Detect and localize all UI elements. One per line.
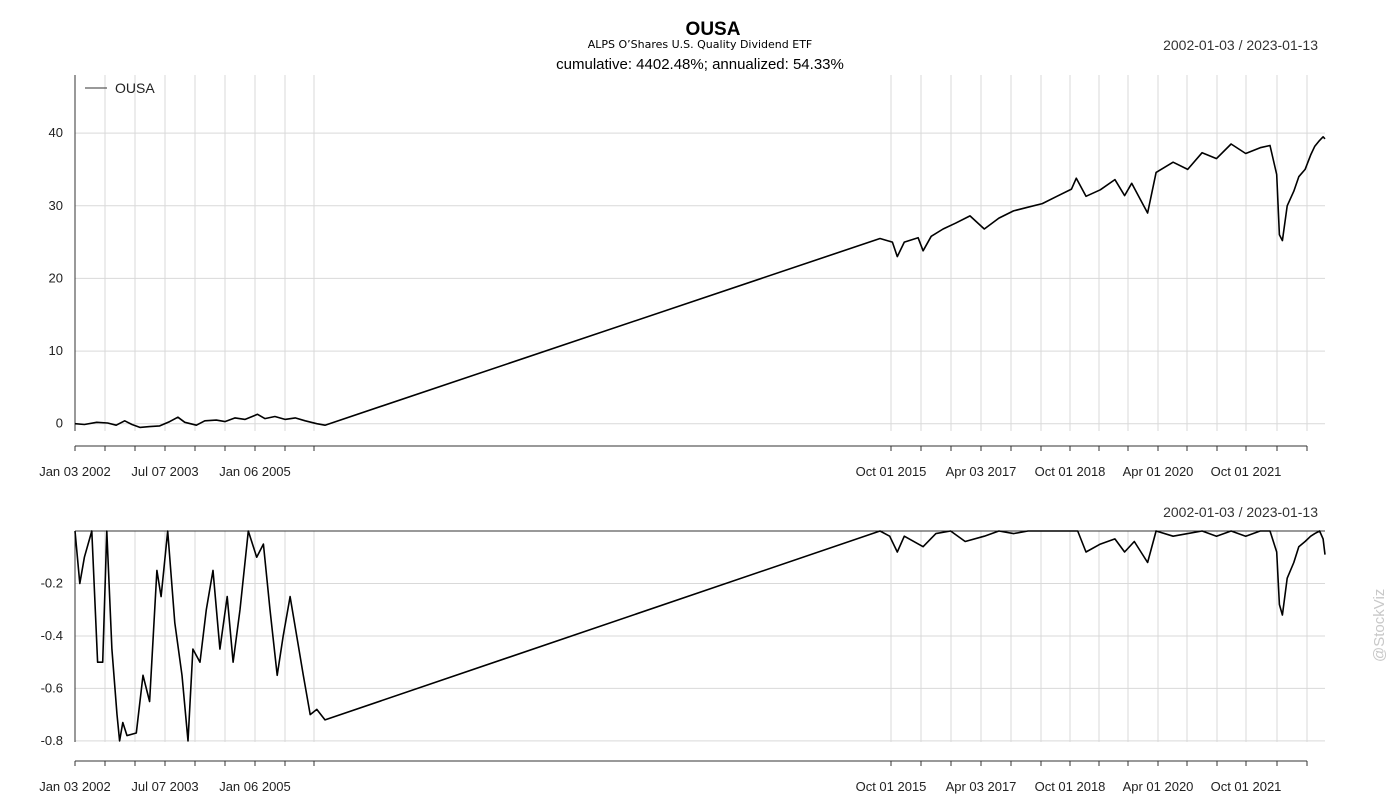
series-line — [74, 136, 1326, 429]
bottom-date-range: 2002-01-03 / 2023-01-13 — [1163, 504, 1318, 520]
x-tick-label: Jan 06 2005 — [219, 779, 291, 794]
x-tick-label: Oct 01 2018 — [1035, 464, 1106, 479]
price-panel: 0 10 20 30 40 Jan 03 2002 Jul 07 2003 Jan 06 20… — [39, 75, 1326, 479]
x-tick-label: Oct 01 2015 — [856, 464, 927, 479]
legend-label: OUSA — [115, 80, 155, 96]
x-tick-label: Oct 01 2021 — [1211, 464, 1282, 479]
performance-summary: cumulative: 4402.48%; annualized: 54.33% — [556, 56, 844, 73]
x-tick-label: Apr 01 2020 — [1123, 464, 1194, 479]
y-tick-label: 0 — [56, 416, 63, 431]
y-tick-label: -0.8 — [41, 733, 63, 748]
chart-title: OUSA — [686, 19, 741, 40]
watermark: @StockViz — [1371, 589, 1388, 662]
x-tick-label: Apr 03 2017 — [946, 464, 1017, 479]
top-date-range: 2002-01-03 / 2023-01-13 — [1163, 37, 1318, 53]
x-tick-label: Jul 07 2003 — [131, 779, 198, 794]
drawdown-panel: -0.2 -0.4 -0.6 -0.8 Jan 03 2002 Jul 07 2003 Ja… — [39, 530, 1326, 794]
y-tick-label: 10 — [49, 343, 63, 358]
series-line — [74, 530, 1326, 742]
x-tick-label: Jul 07 2003 — [131, 464, 198, 479]
y-tick-label: -0.2 — [41, 575, 63, 590]
y-tick-label: 20 — [49, 270, 63, 285]
x-tick-label: Jan 03 2002 — [39, 464, 111, 479]
y-tick-label: 40 — [49, 125, 63, 140]
y-tick-label: 30 — [49, 198, 63, 213]
y-tick-label: -0.6 — [41, 680, 63, 695]
x-tick-label: Jan 03 2002 — [39, 779, 111, 794]
y-tick-label: -0.4 — [41, 628, 63, 643]
x-tick-label: Oct 01 2021 — [1211, 779, 1282, 794]
x-tick-label: Oct 01 2018 — [1035, 779, 1106, 794]
x-tick-label: Oct 01 2015 — [856, 779, 927, 794]
x-tick-label: Apr 03 2017 — [946, 779, 1017, 794]
chart-subtitle: ALPS O’Shares U.S. Quality Dividend ETF — [588, 38, 813, 51]
x-tick-label: Apr 01 2020 — [1123, 779, 1194, 794]
x-tick-label: Jan 06 2005 — [219, 464, 291, 479]
